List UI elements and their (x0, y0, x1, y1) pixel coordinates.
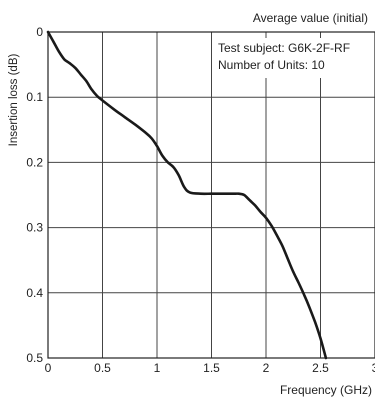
x-tick-label: 2.5 (312, 361, 329, 375)
y-axis-label: Insertion loss (dB) (8, 53, 20, 146)
y-tick-label: 0.5 (26, 351, 43, 365)
chart-title: Average value (initial) (253, 11, 368, 25)
y-axis-ticks: 0 0.1 0.2 0.3 0.4 0.5 (26, 25, 43, 365)
grid-lines (48, 32, 375, 358)
annotation-test-subject: Test subject: G6K-2F-RF (218, 41, 350, 55)
x-tick-label: 0.5 (94, 361, 111, 375)
x-axis-ticks: 0 0.5 1 1.5 2 2.5 3 (45, 361, 375, 375)
series-line (46, 30, 328, 360)
x-tick-label: 1.5 (203, 361, 220, 375)
y-tick-label: 0.3 (26, 221, 43, 235)
x-tick-label: 1 (154, 361, 161, 375)
y-tick-label: 0.4 (26, 286, 43, 300)
plot-frame (47, 31, 375, 359)
x-tick-label: 0 (45, 361, 52, 375)
y-tick-label: 0.1 (26, 90, 43, 104)
y-tick-label: 0.2 (26, 155, 43, 169)
annotation-box (215, 38, 370, 78)
x-tick-label: 3 (372, 361, 375, 375)
x-axis-label: Frequency (GHz) (280, 383, 372, 397)
x-tick-label: 2 (263, 361, 270, 375)
annotation-number-of-units: Number of Units: 10 (218, 58, 325, 72)
plot-area: 00.511.522.53 00.10.20.30.40.5 (26, 25, 375, 375)
y-tick-label: 0 (36, 25, 43, 39)
